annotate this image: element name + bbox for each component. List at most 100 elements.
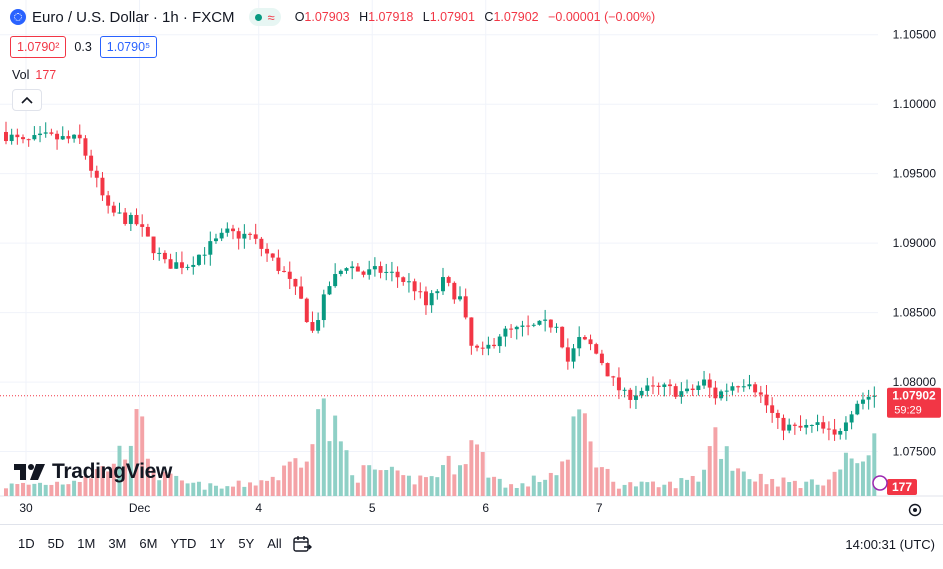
volume-bar	[174, 475, 179, 496]
collapse-legend-button[interactable]	[12, 89, 42, 111]
tradingview-logo[interactable]: TradingView	[14, 460, 172, 484]
candle-body	[792, 424, 797, 426]
volume-bar	[702, 469, 707, 496]
euro-flag-icon	[10, 9, 26, 25]
volume-bar	[310, 444, 315, 496]
market-open-dot-icon	[254, 13, 262, 21]
candle-body	[622, 389, 627, 391]
range-5y-button[interactable]: 5Y	[238, 536, 255, 551]
candle-body	[276, 257, 281, 271]
range-1d-button[interactable]: 1D	[18, 536, 35, 551]
data-delay-icon: ≈	[267, 9, 275, 25]
price-chart[interactable]: 1.10500 1.10000 1.09500 1.09000 1.08500 1.080…	[0, 0, 943, 524]
candle-body	[679, 391, 684, 397]
volume-bar	[367, 465, 372, 496]
symbol-title[interactable]: Euro / U.S. Dollar · 1h · FXCM	[32, 8, 235, 26]
candle-body	[418, 291, 423, 293]
candle-body	[270, 253, 275, 258]
range-ytd-button[interactable]: YTD	[170, 536, 197, 551]
candle-body	[293, 278, 298, 287]
candle-body	[361, 271, 366, 275]
volume-bar	[832, 471, 837, 496]
volume-bar	[560, 461, 565, 496]
settings-gear-icon	[908, 503, 922, 517]
candle-body	[435, 291, 440, 294]
candle-body	[145, 226, 150, 237]
price-axis[interactable]: 1.10500 1.10000 1.09500 1.09000 1.08500 1.080…	[893, 28, 937, 459]
last-price-label: 1.07902	[892, 389, 936, 403]
volume-bar	[690, 475, 695, 496]
countdown-label: 59:29	[894, 405, 922, 417]
volume-bar	[248, 482, 253, 496]
date-range-buttons: 1D 5D 1M 3M 6M YTD 1Y 5Y All	[18, 536, 295, 551]
utc-clock[interactable]: 14:00:31 (UTC)	[845, 537, 935, 552]
volume-bar	[151, 469, 156, 496]
range-3m-button[interactable]: 3M	[108, 536, 127, 551]
market-status-badge[interactable]: ≈	[248, 8, 281, 26]
candle-body	[316, 320, 321, 331]
candle-body	[821, 422, 826, 429]
time-tick-label: 30	[19, 501, 33, 515]
candle-body	[225, 228, 230, 233]
candle-body	[826, 428, 831, 430]
low-label: L	[422, 10, 430, 24]
open-value: 1.07903	[304, 10, 350, 24]
candle-body	[287, 271, 292, 279]
range-1y-button[interactable]: 1Y	[209, 536, 226, 551]
candle-body	[162, 252, 167, 260]
candle-body	[503, 328, 508, 337]
quote-box: 1.0790² 0.3 1.0790⁵	[10, 36, 158, 58]
candle-body	[355, 266, 360, 272]
volume-bar	[696, 481, 701, 496]
volume-bar	[679, 478, 684, 496]
range-all-button[interactable]: All	[267, 536, 282, 551]
candle-body	[775, 412, 780, 418]
candle-body	[577, 337, 582, 349]
candle-body	[248, 233, 253, 235]
volume-legend[interactable]: Vol 177	[12, 68, 56, 82]
candle-body	[480, 347, 485, 349]
candle-body	[469, 317, 474, 346]
candle-body	[486, 344, 491, 349]
volume-bar	[225, 486, 230, 496]
volume-bar	[446, 455, 451, 496]
candle-body	[724, 390, 729, 392]
candle-body	[72, 134, 77, 139]
volume-bar	[866, 455, 871, 496]
volume-bar	[497, 478, 502, 496]
brand-name: TradingView	[52, 460, 173, 483]
candle-body	[702, 379, 707, 386]
time-axis[interactable]: 30 Dec 4 5 6 7	[19, 501, 922, 517]
candle-body	[747, 384, 752, 387]
volume-bar	[741, 471, 746, 496]
candle-body	[338, 270, 343, 275]
last-price-tag	[887, 387, 941, 418]
volume-bar	[753, 481, 758, 496]
sell-button[interactable]: 1.0790²	[10, 36, 67, 58]
volume-bar	[384, 470, 389, 496]
range-5d-button[interactable]: 5D	[47, 536, 65, 551]
candle-body	[151, 236, 156, 254]
volume-bar	[548, 472, 553, 496]
buy-button[interactable]: 1.0790⁵	[99, 36, 158, 58]
goto-date-icon[interactable]	[292, 534, 312, 554]
volume-bar	[111, 463, 116, 496]
candle-body	[588, 339, 593, 345]
candle-body	[446, 277, 451, 283]
volume-bar	[650, 481, 655, 496]
spread-value: 0.3	[74, 40, 92, 54]
volume-bar	[815, 484, 820, 496]
volume-bar	[565, 459, 570, 496]
volume-bar	[304, 461, 309, 496]
candle-body	[838, 431, 843, 435]
volume-bar	[299, 467, 304, 496]
range-6m-button[interactable]: 6M	[139, 536, 158, 551]
volume-bar	[628, 482, 633, 496]
candle-body	[696, 385, 701, 390]
volume-bar	[826, 479, 831, 496]
candle-body	[401, 277, 406, 282]
range-1m-button[interactable]: 1M	[77, 536, 96, 551]
volume-bar	[633, 486, 638, 496]
volume-bar	[338, 441, 343, 496]
